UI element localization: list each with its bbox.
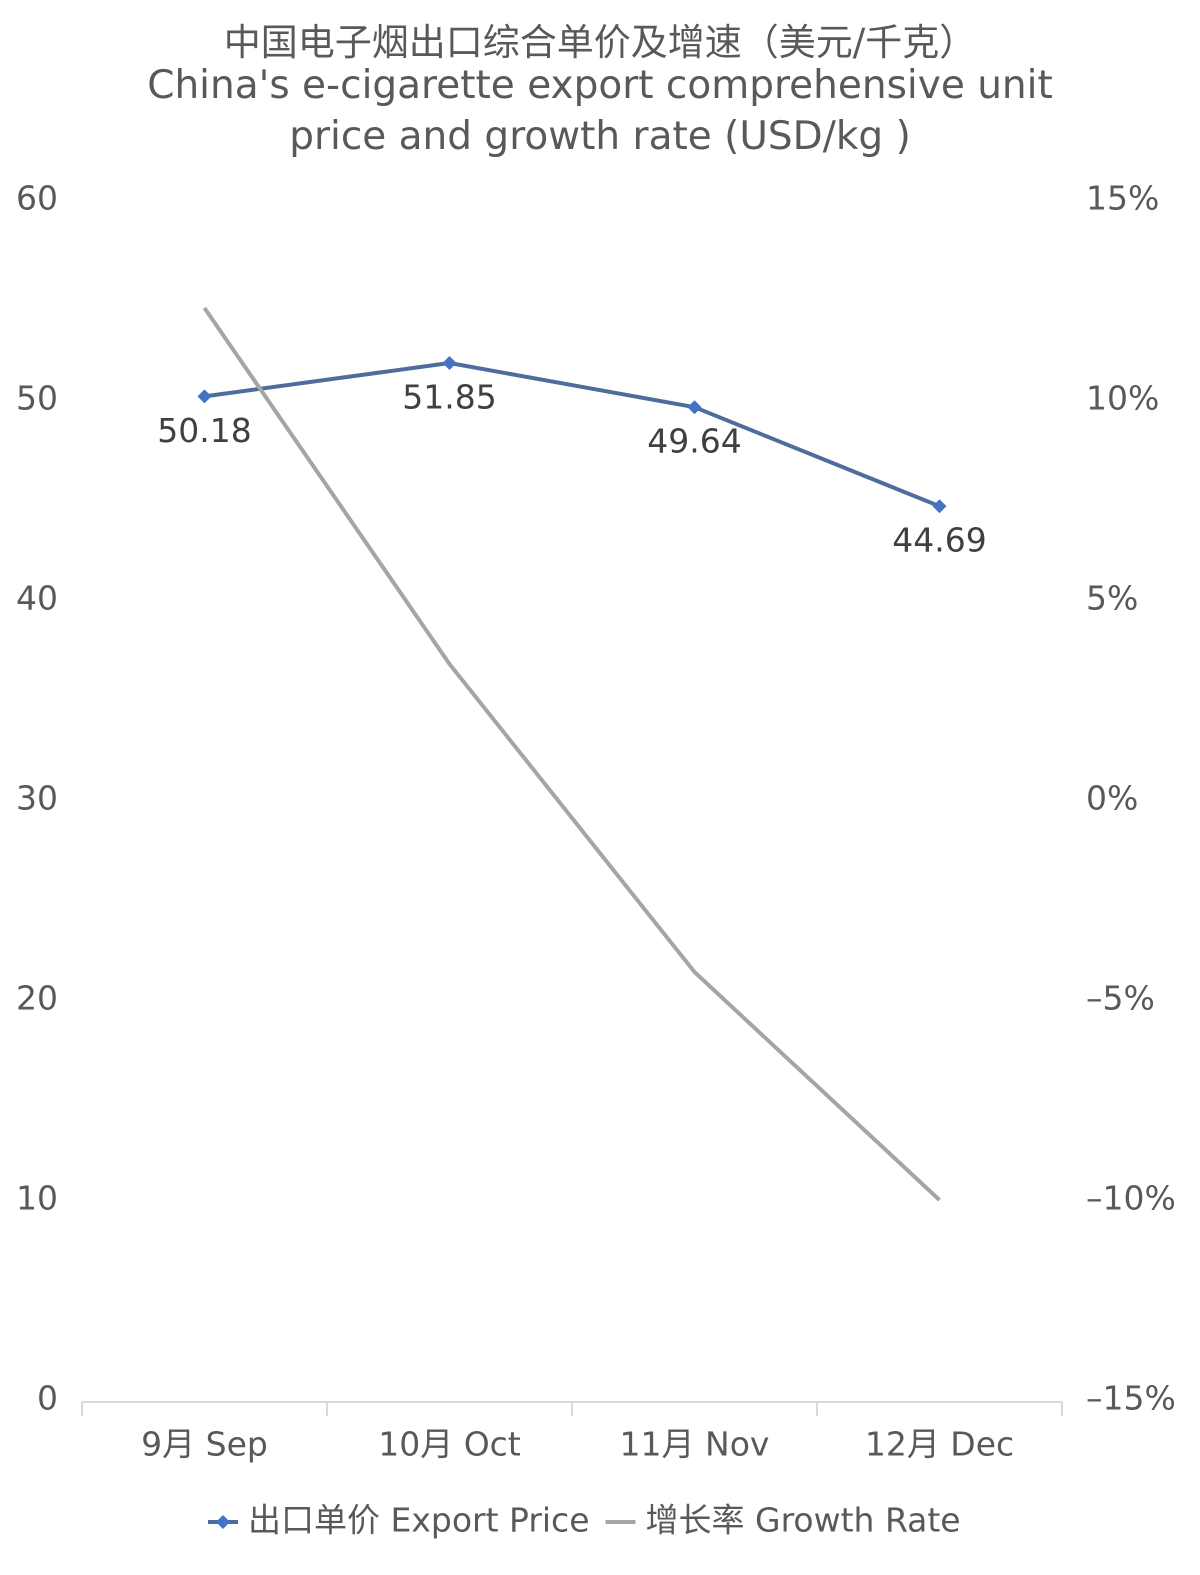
y2-tick-label: 5% [1086,579,1138,618]
series-line [202,306,941,1202]
x-tick-label: 12月 Dec [865,1425,1014,1464]
series-line [204,361,941,509]
data-label: 44.69 [892,521,986,560]
y2-tick-label: –10% [1086,1179,1176,1218]
point-marker [442,356,457,370]
y2-tick-label: 0% [1086,779,1138,818]
y2-tick-label: –15% [1086,1379,1176,1418]
x-tick-label: 11月 Nov [620,1425,770,1464]
legend-marker [216,1515,230,1529]
point-marker [687,400,702,415]
y-tick-label: 10 [16,1179,58,1218]
y2-tick-label: 10% [1086,379,1159,418]
y-tick-label: 50 [16,379,58,418]
data-label: 50.18 [157,411,251,450]
chart-title: 中国电子烟出口综合单价及增速（美元/千克） [223,21,977,64]
data-label: 51.85 [402,378,496,417]
y2-tick-label: –5% [1086,979,1155,1018]
chart-subtitle: China's e-cigarette export comprehensive… [147,63,1053,159]
y-tick-label: 40 [16,579,58,618]
y-tick-label: 0 [37,1379,58,1418]
point-marker [197,389,212,404]
y-tick-label: 20 [16,979,58,1018]
y-tick-label: 30 [16,779,58,818]
y2-tick-label: 15% [1086,179,1159,218]
point-marker [932,499,947,514]
x-tick-label: 10月 Oct [378,1425,521,1464]
data-label: 49.64 [647,422,741,461]
x-tick-label: 9月 Sep [141,1425,268,1464]
y-tick-label: 60 [16,179,58,218]
legend-label: 增长率 Growth Rate [646,1501,961,1540]
legend-label: 出口单价 Export Price [248,1501,590,1540]
